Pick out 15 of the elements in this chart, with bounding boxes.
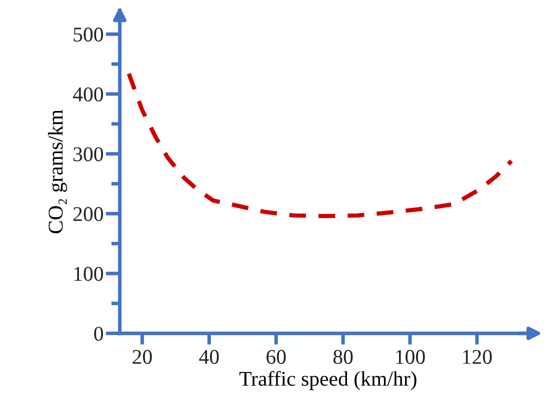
x-tick-label: 100 — [396, 350, 425, 364]
line-series — [126, 72, 514, 218]
y-tick-label: 200 — [73, 207, 104, 222]
x-tick-label: 80 — [333, 350, 353, 364]
y-axis-title: CO₂ grams/km — [48, 110, 68, 234]
x-tick-label: 120 — [463, 350, 492, 364]
x-tick-label: 40 — [199, 350, 219, 364]
x-tick-label: 20 — [132, 350, 152, 364]
y-tick-label: 300 — [74, 147, 104, 162]
x-axis-title: Traffic speed (km/hr) — [239, 370, 416, 390]
y-tick-label: 500 — [74, 28, 104, 42]
y-tick-label: 0 — [94, 326, 104, 341]
y-tick-label: 100 — [74, 266, 104, 281]
x-tick-label: 60 — [266, 350, 286, 364]
y-tick-label: 400 — [72, 87, 104, 102]
